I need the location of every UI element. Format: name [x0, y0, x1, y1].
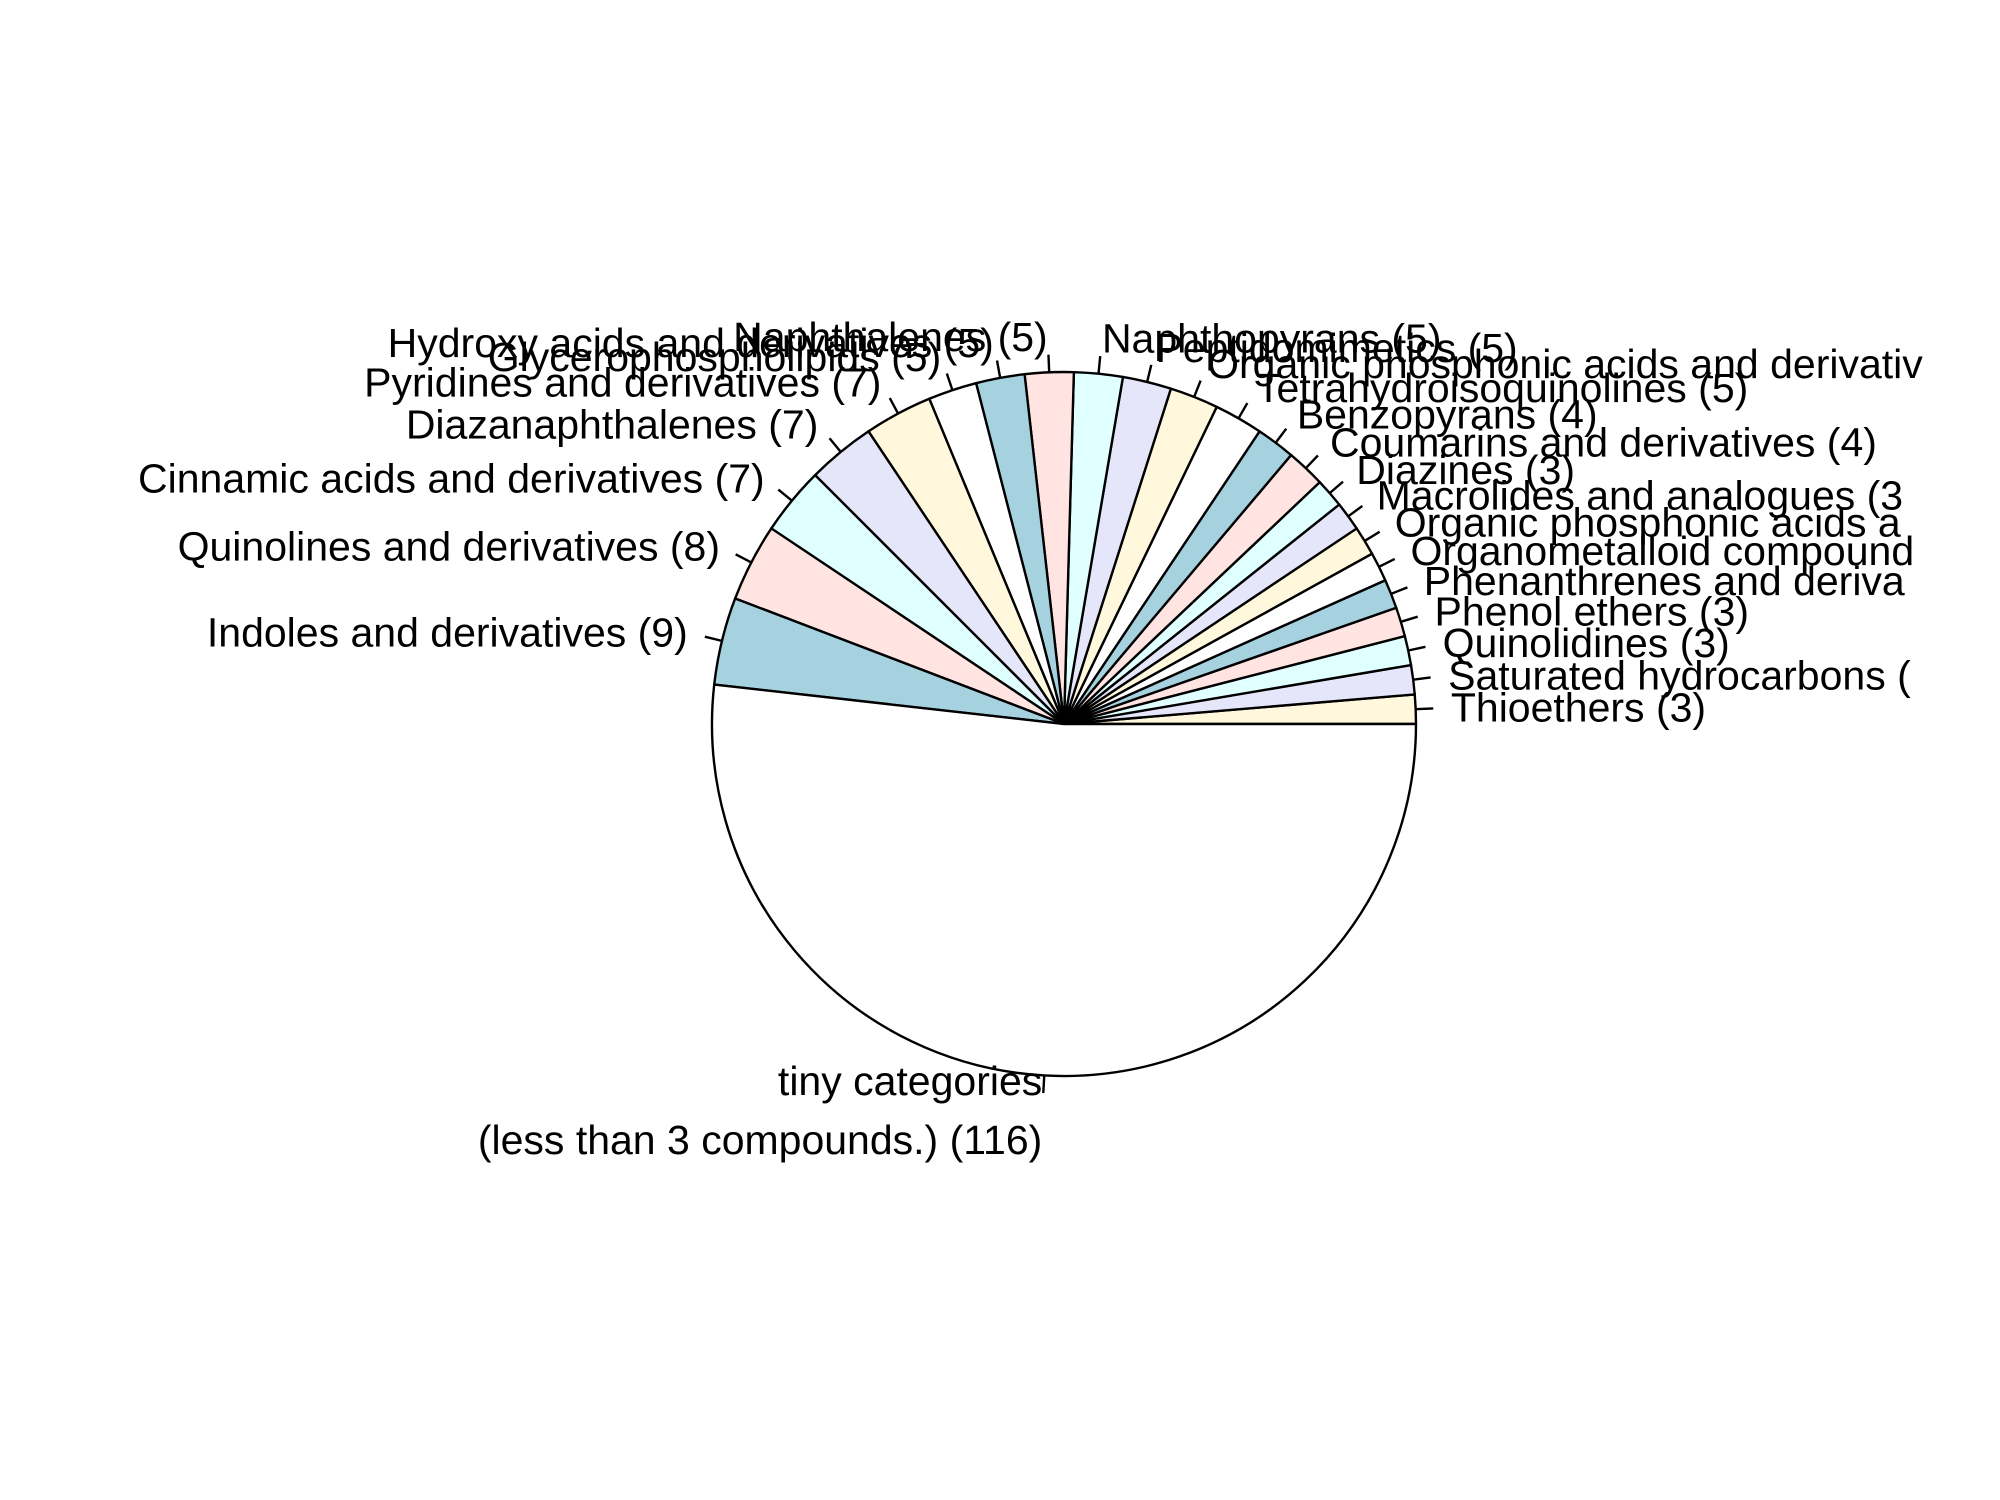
label-phenol-ethers-3: Phenol ethers (3) — [1435, 589, 1750, 635]
tick-thioethers-3 — [1415, 707, 1434, 711]
label-naphthalenes-5: Naphthalenes (5) — [733, 314, 1048, 360]
tick-coumarins-and-derivatives-4 — [1304, 454, 1319, 470]
tick-phenol-ethers-3 — [1400, 615, 1419, 623]
label-thioethers-3: Thioethers (3) — [1451, 685, 1706, 731]
tick-organic-phosphonic-acids-and-derivativ — [1193, 380, 1202, 398]
tick-peptidomimetics-5 — [1145, 364, 1153, 383]
tick-macrolides-and-analogues-3 — [1347, 504, 1364, 518]
tick-tetrahydroisoquinolines-5 — [1237, 402, 1249, 419]
label-quinolines-and-derivatives-8: Quinolines and derivatives (8) — [178, 523, 720, 569]
label-cinnamic-acids-and-derivatives-7: Cinnamic acids and derivatives (7) — [138, 455, 765, 501]
label-saturated-hydrocarbons: Saturated hydrocarbons ( — [1448, 652, 1911, 698]
label-leader-lines — [704, 354, 1434, 1094]
label-tetrahydroisoquinolines-5: Tetrahydroisoquinolines (5) — [1256, 365, 1748, 411]
tick-diazines-3 — [1328, 480, 1344, 495]
tick-benzopyrans-4 — [1274, 427, 1288, 444]
tick-quinolines-and-derivatives-8 — [735, 553, 752, 564]
tick-naphthalenes-5 — [1047, 354, 1051, 373]
label-diazines-3: Diazines (3) — [1356, 447, 1575, 493]
label-hydroxy-acids-and-derivatives-5: Hydroxy acids and derivatives (5) — [388, 320, 994, 366]
slice-labels: Thioethers (3)Saturated hydrocarbons (Qu… — [138, 314, 1923, 1163]
tick-cinnamic-acids-and-derivatives-7 — [777, 488, 793, 502]
label-coumarins-and-derivatives-4: Coumarins and derivatives (4) — [1330, 420, 1877, 466]
label-indoles-and-derivatives-9: Indoles and derivatives (9) — [207, 610, 688, 656]
label-macrolides-and-analogues-3: Macrolides and analogues (3 — [1377, 473, 1904, 519]
tick-pyridines-and-derivatives-7 — [888, 397, 900, 415]
label-phenanthrenes-and-deriva: Phenanthrenes and deriva — [1424, 558, 1905, 604]
tick-quinolidines-3 — [1407, 645, 1426, 652]
label-pyridines-and-derivatives-7: Pyridines and derivatives (7) — [364, 360, 881, 406]
slice-less-than-3-compounds-116 — [710, 683, 1418, 1078]
tick-saturated-hydrocarbons — [1413, 676, 1431, 681]
tick-indoles-and-derivatives-9 — [704, 635, 723, 643]
tick-diazanaphthalenes-7 — [828, 437, 842, 453]
tick-less-than-3-compounds-116 — [1042, 1075, 1046, 1094]
pie-slices — [710, 370, 1418, 1078]
tick-organic-phosphonic-acids-a — [1364, 530, 1381, 542]
label-glycerophospholipids-5: Glycerophospholipids (5) — [488, 334, 942, 380]
tick-glycerophospholipids-5 — [945, 373, 954, 391]
label-organic-phosphonic-acids-a: Organic phosphonic acids a — [1395, 500, 1901, 546]
label-naphthopyrans-5: Naphthopyrans (5) — [1102, 316, 1442, 362]
label-organometalloid-compound: Organometalloid compound — [1410, 528, 1914, 574]
label-peptidomimetics-5: Peptidomimetics (5) — [1155, 325, 1517, 371]
label-less-than-3-compounds-116: tiny categories (less than 3 compounds.) … — [478, 1058, 1042, 1163]
tick-hydroxy-acids-and-derivatives-5 — [995, 360, 1002, 379]
label-benzopyrans-4: Benzopyrans (4) — [1297, 392, 1598, 438]
tick-phenanthrenes-and-deriva — [1390, 586, 1408, 595]
tick-organometalloid-compound — [1378, 557, 1396, 568]
label-organic-phosphonic-acids-and-derivativ: Organic phosphonic acids and derivativ — [1207, 341, 1923, 387]
label-diazanaphthalenes-7: Diazanaphthalenes (7) — [406, 402, 819, 448]
tick-naphthopyrans-5 — [1097, 356, 1102, 374]
label-quinolidines-3: Quinolidines (3) — [1443, 620, 1730, 666]
